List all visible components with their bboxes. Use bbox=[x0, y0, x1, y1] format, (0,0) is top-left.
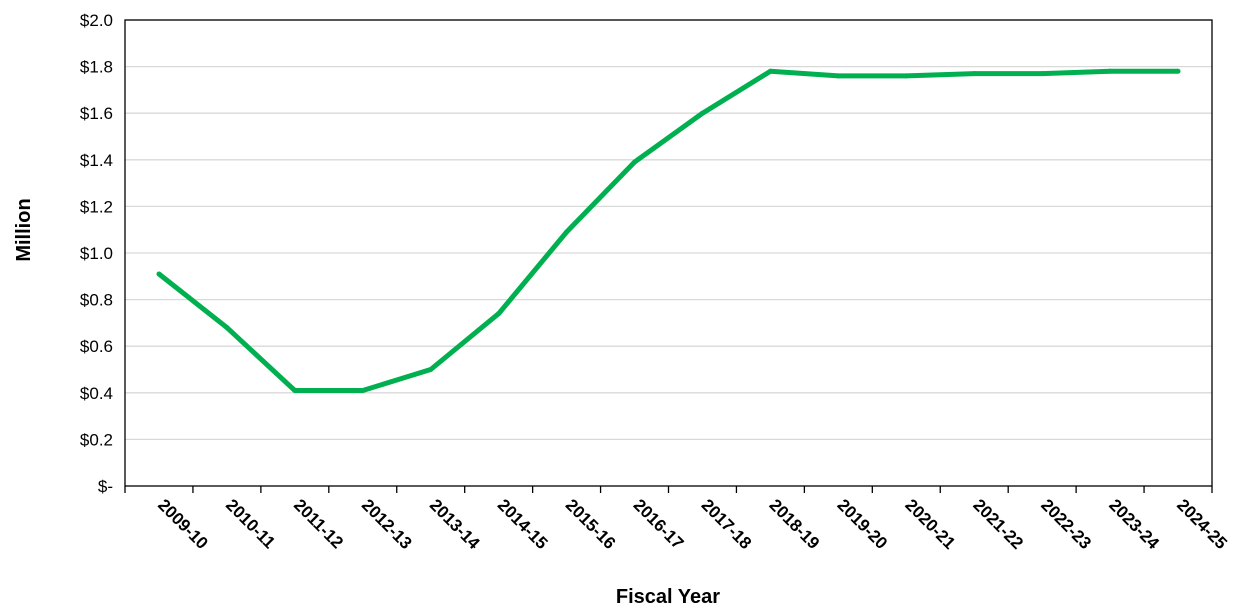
x-tick-label: 2022-23 bbox=[1037, 495, 1095, 553]
data-point bbox=[699, 110, 705, 116]
x-tick-label: 2013-14 bbox=[426, 495, 484, 553]
data-point bbox=[835, 73, 841, 79]
x-axis-title: Fiscal Year bbox=[616, 586, 720, 608]
x-axis-ticks: 2009-10 2010-11 2011-12 2012-13 2013-14 2014-… bbox=[124, 486, 1231, 553]
data-point bbox=[971, 71, 977, 77]
series-line bbox=[157, 68, 1178, 393]
x-tick-label: 2015-16 bbox=[562, 495, 620, 553]
x-tick-label: 2018-19 bbox=[766, 495, 824, 553]
data-point bbox=[1039, 71, 1045, 77]
y-tick-label: $- bbox=[98, 477, 113, 496]
x-tick-label: 2016-17 bbox=[630, 495, 688, 553]
x-tick-label: 2009-10 bbox=[154, 495, 212, 553]
y-tick-label: $0.4 bbox=[80, 384, 113, 403]
y-tick-label: $1.6 bbox=[80, 104, 113, 123]
x-tick-label: 2011-12 bbox=[290, 495, 347, 552]
x-tick-label: 2019-20 bbox=[834, 495, 892, 553]
data-point bbox=[564, 229, 570, 235]
y-tick-label: $1.2 bbox=[80, 197, 113, 216]
y-tick-label: $0.6 bbox=[80, 337, 113, 356]
data-point bbox=[632, 159, 638, 165]
x-tick-label: 2021-22 bbox=[969, 495, 1027, 553]
data-point bbox=[767, 68, 773, 74]
data-point bbox=[428, 367, 434, 372]
data-point bbox=[496, 311, 502, 317]
data-point bbox=[360, 387, 366, 393]
y-tick-label: $1.8 bbox=[80, 58, 113, 77]
y-tick-label: $0.8 bbox=[80, 291, 113, 310]
x-tick-label: 2020-21 bbox=[901, 495, 959, 553]
x-tick-label: 2010-11 bbox=[222, 495, 279, 552]
y-tick-label: $2.0 bbox=[80, 11, 113, 30]
data-point bbox=[903, 73, 909, 79]
y-axis-title: Million bbox=[13, 198, 35, 261]
y-axis-ticks: $- $0.2 $0.4 $0.6 $0.8 $1.0 $1.2 $1.4 $1.6 $1.8 $2… bbox=[80, 11, 113, 496]
gridlines bbox=[125, 19, 1212, 441]
data-point bbox=[292, 387, 298, 393]
x-tick-label: 2017-18 bbox=[698, 495, 756, 553]
x-tick-label: 2012-13 bbox=[358, 495, 416, 553]
y-tick-label: $1.0 bbox=[80, 244, 113, 263]
data-point bbox=[156, 271, 162, 277]
y-tick-label: $1.4 bbox=[80, 151, 113, 170]
data-point bbox=[224, 325, 230, 331]
series-layer bbox=[156, 68, 1181, 393]
data-point bbox=[1107, 68, 1113, 74]
y-tick-label: $0.2 bbox=[80, 430, 113, 449]
data-point bbox=[1175, 68, 1181, 74]
x-tick-label: 2014-15 bbox=[494, 495, 552, 553]
x-tick-label: 2023-24 bbox=[1105, 495, 1163, 553]
x-tick-label: 2024-25 bbox=[1173, 495, 1231, 553]
